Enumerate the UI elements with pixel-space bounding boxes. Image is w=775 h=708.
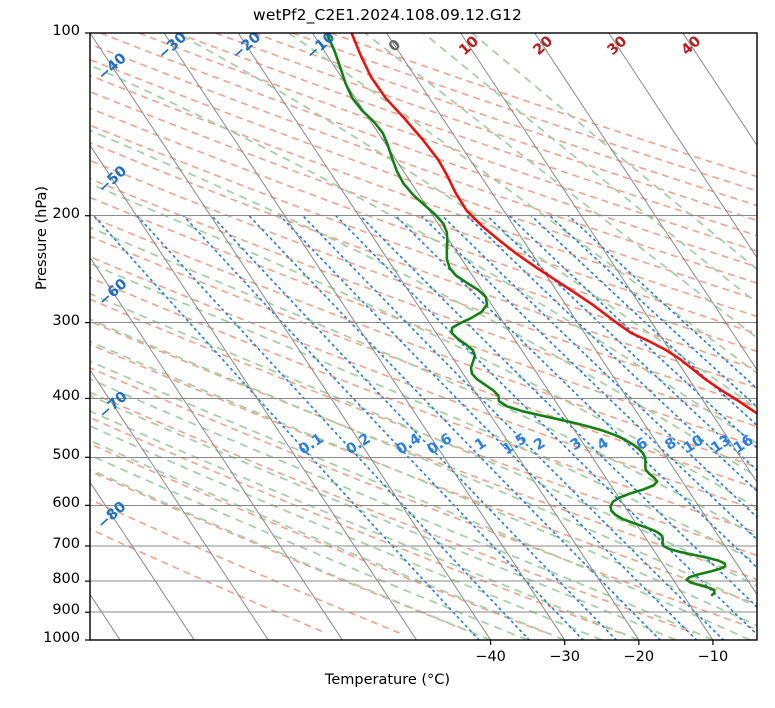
y-tick-label: 200 xyxy=(52,205,80,222)
moist-adiabat-lines xyxy=(90,33,757,640)
x-tick-label: −10 xyxy=(697,649,729,665)
axis-ticks xyxy=(85,32,714,645)
y-tick-label: 400 xyxy=(52,388,80,405)
x-tick-label: −20 xyxy=(623,649,655,665)
y-tick-label: 900 xyxy=(52,602,80,619)
y-tick-label: 300 xyxy=(52,312,80,329)
y-tick-label: 100 xyxy=(52,23,80,39)
isobar-lines xyxy=(90,33,757,640)
y-tick-label: 800 xyxy=(52,571,80,588)
isotherm-lines xyxy=(90,33,757,640)
x-tick-label: 0 xyxy=(757,649,775,665)
y-tick-label: 700 xyxy=(52,535,80,552)
x-tick-label: −40 xyxy=(475,649,506,665)
x-tick-label: −30 xyxy=(549,649,581,665)
y-tick-label: 600 xyxy=(52,495,80,512)
chart-title: wetPf2_C2E1.2024.108.09.12.G12 xyxy=(253,6,522,24)
y-tick-label: 1000 xyxy=(43,630,80,646)
profile-dewpoint-line xyxy=(325,33,727,597)
y-tick-label: 500 xyxy=(52,447,80,464)
plot-border xyxy=(89,32,758,641)
x-axis-label: Temperature (°C) xyxy=(324,672,451,688)
